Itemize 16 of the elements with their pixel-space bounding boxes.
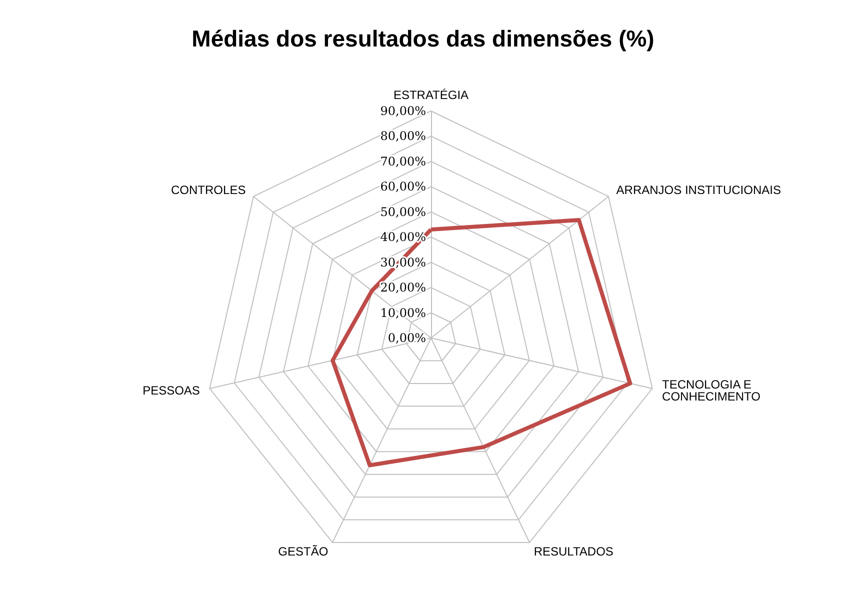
y-tick-label: 0,00% bbox=[388, 331, 426, 345]
chart-title: Médias dos resultados das dimensões (%) bbox=[192, 26, 654, 52]
y-tick-label: 90,00% bbox=[380, 104, 426, 118]
spoke-label: GESTÃO bbox=[278, 544, 328, 559]
spoke-label: CONTROLES bbox=[171, 183, 246, 198]
y-tick-label: 20,00% bbox=[380, 280, 426, 295]
spoke-label: TECNOLOGIA E CONHECIMENTO bbox=[662, 378, 761, 404]
y-tick-label: 70,00% bbox=[380, 154, 426, 168]
spoke-label: ESTRATÉGIA bbox=[393, 88, 469, 102]
spoke-label: PESSOAS bbox=[142, 384, 200, 398]
y-tick-label: 50,00% bbox=[380, 204, 426, 219]
y-tick-label: 60,00% bbox=[380, 180, 426, 194]
y-tick-label: 80,00% bbox=[380, 129, 426, 144]
spoke-label: RESULTADOS bbox=[534, 544, 614, 559]
y-tick-label: 10,00% bbox=[380, 306, 426, 320]
spoke-label: ARRANJOS INSTITUCIONAIS bbox=[616, 183, 781, 198]
